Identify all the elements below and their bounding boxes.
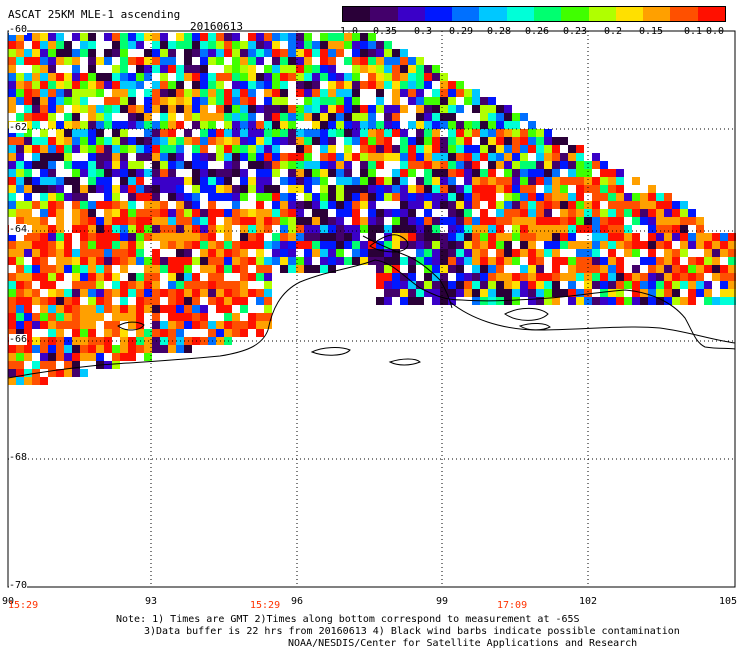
color-swatch	[561, 7, 589, 21]
note-line-3: NOAA/NESDIS/Center for Satellite Applica…	[288, 638, 638, 649]
pass-time-label: 15:29	[250, 600, 281, 611]
longitude-label: 96	[290, 596, 304, 607]
color-swatch	[697, 7, 725, 21]
color-swatch	[506, 7, 534, 21]
latitude-label: -66	[9, 334, 28, 345]
color-swatch	[424, 7, 453, 21]
color-scale-bar	[342, 6, 726, 22]
latitude-label: -62	[9, 122, 28, 133]
color-swatch	[397, 7, 425, 21]
longitude-label: 105	[718, 596, 738, 607]
longitude-label: 90	[1, 596, 15, 607]
coastline	[7, 234, 736, 379]
color-swatch	[643, 7, 671, 21]
color-swatch	[670, 7, 698, 21]
color-swatch	[533, 7, 562, 21]
color-swatch	[479, 7, 507, 21]
color-swatch	[343, 7, 371, 21]
latitude-label: -70	[9, 580, 28, 591]
color-swatch	[615, 7, 644, 21]
note-line-1: Note: 1) Times are GMT 2)Times along bot…	[116, 614, 580, 625]
swath-map	[7, 30, 736, 588]
footnotes: Note: 1) Times are GMT 2)Times along bot…	[116, 614, 680, 650]
wind-data-cells	[8, 33, 736, 385]
longitude-label: 99	[435, 596, 449, 607]
latitude-label: -68	[9, 452, 28, 463]
color-swatch	[588, 7, 616, 21]
note-line-2: 3)Data buffer is 22 hrs from 20160613 4)…	[144, 626, 680, 637]
pass-time-label: 17:09	[497, 600, 528, 611]
map-title: ASCAT 25KM MLE-1 ascending	[8, 8, 181, 21]
map-frame	[7, 30, 736, 588]
color-swatch	[370, 7, 398, 21]
longitude-label: 93	[144, 596, 158, 607]
latitude-label: -60	[9, 24, 28, 35]
map-date: 20160613	[190, 20, 243, 33]
pass-time-label: 15:29	[8, 600, 39, 611]
graticule	[8, 31, 735, 587]
latitude-label: -64	[9, 224, 28, 235]
color-swatch	[452, 7, 480, 21]
longitude-label: 102	[578, 596, 598, 607]
